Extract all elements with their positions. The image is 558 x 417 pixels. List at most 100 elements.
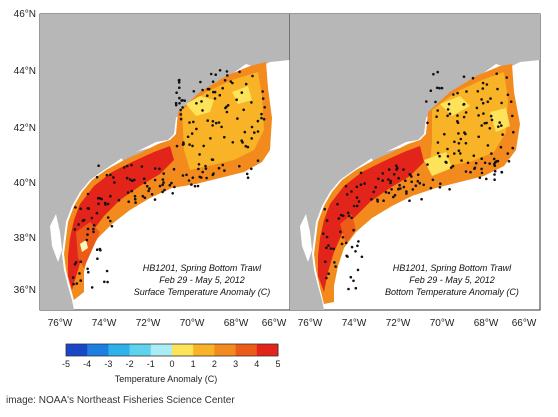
station-dot	[463, 131, 466, 134]
station-dot	[350, 216, 353, 220]
station-dot	[209, 137, 212, 140]
station-dot	[505, 76, 509, 79]
station-dot	[174, 101, 178, 105]
station-dot	[209, 72, 213, 76]
station-dot	[158, 167, 161, 171]
station-dot	[126, 191, 130, 194]
station-dot	[344, 241, 348, 245]
station-dot	[220, 125, 223, 129]
station-dot	[179, 113, 183, 116]
station-dot	[133, 194, 137, 198]
station-dot	[96, 196, 100, 200]
station-dot	[325, 246, 328, 250]
station-dot	[496, 159, 500, 163]
station-dot	[204, 164, 207, 168]
station-dot	[460, 159, 463, 162]
bottom-anomaly-map	[289, 13, 541, 311]
station-dot	[180, 99, 183, 102]
station-dot	[96, 257, 99, 261]
station-dot	[97, 202, 100, 206]
station-dot	[384, 190, 388, 194]
station-dot	[341, 236, 345, 239]
colorbar-segment	[87, 344, 109, 356]
station-dot	[440, 86, 444, 90]
station-dot	[81, 219, 85, 222]
station-dot	[158, 184, 162, 188]
station-dot	[171, 192, 174, 195]
station-dot	[350, 245, 354, 249]
station-dot	[181, 106, 184, 109]
station-dot	[236, 117, 239, 120]
colorbar-tick-label: 3	[233, 359, 239, 369]
station-dot	[238, 164, 241, 168]
station-dot	[507, 160, 511, 163]
left-caption-line3: Surface Temperature Anomaly (C)	[133, 287, 271, 297]
right-station-dots	[322, 70, 515, 291]
station-dot	[444, 160, 448, 164]
lat-tick-36: 36°N	[13, 285, 36, 296]
station-dot	[188, 143, 191, 146]
station-dot	[112, 176, 115, 179]
station-dot	[465, 90, 468, 93]
station-dot	[483, 161, 487, 165]
station-dot	[414, 184, 418, 187]
station-dot	[429, 186, 433, 190]
station-dot	[130, 163, 133, 167]
station-dot	[213, 90, 217, 94]
colorbar-segment	[256, 344, 279, 356]
station-dot	[493, 178, 496, 181]
station-dot	[480, 124, 484, 127]
colorbar-segment	[214, 344, 237, 356]
lat-tick-46: 46°N	[13, 9, 36, 20]
station-dot	[451, 164, 455, 168]
station-dot	[125, 164, 129, 168]
station-dot	[79, 279, 82, 282]
station-dot	[512, 130, 515, 134]
station-dot	[483, 122, 487, 125]
left-caption-line1: HB1201, Spring Bottom Trawl	[142, 263, 262, 273]
station-dot	[187, 179, 191, 182]
colorbar-tick-label: -4	[83, 359, 92, 369]
station-dot	[453, 140, 456, 144]
station-dot	[86, 227, 90, 231]
right-chesapeake	[300, 214, 312, 262]
station-dot	[490, 118, 494, 122]
lon-tick-right-70: 70°W	[429, 318, 455, 329]
station-dot	[495, 72, 499, 75]
station-dot	[456, 120, 459, 123]
station-dot	[506, 152, 510, 155]
station-dot	[201, 109, 204, 112]
station-dot	[456, 114, 459, 117]
station-dot	[130, 189, 134, 193]
station-dot	[462, 115, 466, 119]
station-dot	[473, 167, 476, 170]
station-dot	[355, 185, 359, 189]
station-dot	[464, 111, 468, 114]
station-dot	[218, 93, 222, 97]
station-dot	[325, 219, 329, 222]
station-dot	[240, 91, 244, 94]
colorbar-title: Temperature Anomaly (C)	[114, 374, 218, 384]
station-dot	[436, 109, 440, 112]
station-dot	[462, 75, 466, 78]
station-dot	[103, 280, 106, 284]
station-dot	[334, 265, 337, 268]
station-dot	[192, 90, 196, 93]
station-dot	[420, 197, 423, 201]
left-caption-line2: Feb 29 - May 5, 2012	[159, 275, 245, 285]
station-dot	[262, 117, 266, 121]
colorbar-segment	[129, 344, 152, 356]
lon-tick-right-72: 72°W	[385, 318, 411, 329]
station-dot	[355, 204, 359, 208]
station-dot	[225, 70, 229, 73]
station-dot	[246, 145, 250, 149]
station-dot	[410, 175, 413, 178]
station-dot	[197, 167, 200, 171]
lon-tick-left-68: 68°W	[223, 318, 249, 329]
right-caption-line1: HB1201, Spring Bottom Trawl	[392, 263, 512, 273]
station-dot	[352, 204, 356, 208]
station-dot	[134, 201, 137, 204]
station-dot	[332, 247, 336, 251]
station-dot	[141, 194, 145, 198]
